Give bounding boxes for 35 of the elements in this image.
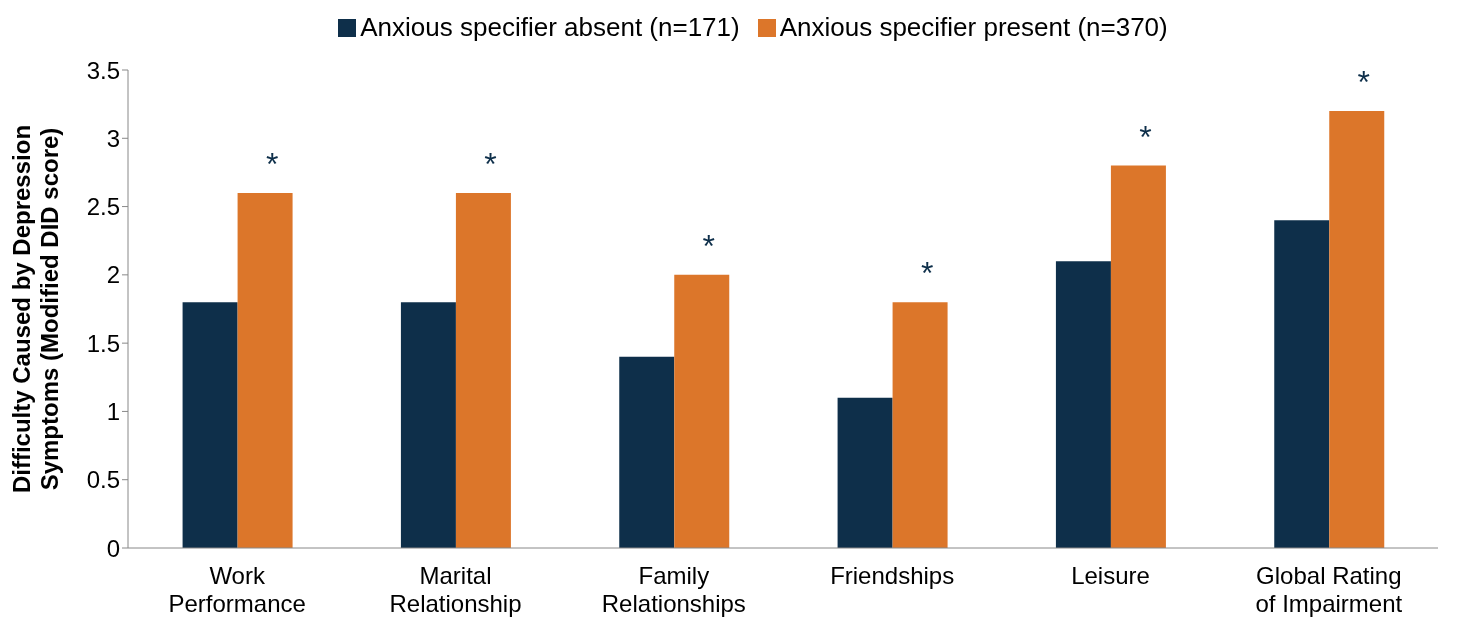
bar: [1055, 261, 1111, 548]
y-tick-label: 1.5: [86, 329, 120, 357]
x-tick-label: Friendships: [830, 562, 955, 589]
y-tick-label: 3.5: [86, 56, 120, 84]
annotation: *: [484, 145, 497, 182]
bar: [837, 397, 893, 548]
bar: [892, 302, 948, 548]
bar: [182, 302, 238, 548]
annotation: *: [920, 255, 934, 292]
bar: [400, 302, 456, 548]
bar: [619, 356, 675, 548]
annotation: *: [1357, 63, 1371, 100]
bar: [1110, 165, 1166, 548]
y-tick-label: 2.5: [86, 193, 120, 221]
bar: [455, 192, 511, 548]
annotation: *: [702, 227, 716, 264]
bar: [674, 274, 730, 548]
y-tick-label: 3: [106, 124, 120, 152]
y-tick-label: 1: [106, 397, 120, 425]
bar: [237, 192, 293, 548]
y-axis-title: Difficulty Caused by Depression Symptoms (Modified DID score): [8, 124, 63, 494]
legend-label: Anxious specifier absent (n=171): [360, 12, 740, 43]
y-tick-label: 2: [106, 261, 120, 289]
x-tick-label: Family Relationships: [601, 562, 746, 617]
x-tick-label: Leisure: [1071, 562, 1150, 589]
annotation: *: [1139, 118, 1152, 155]
y-tick-label: 0.5: [86, 466, 120, 494]
bar: [1329, 110, 1385, 548]
legend-label: Anxious specifier present (n=370): [779, 12, 1168, 43]
x-tick-label: Marital Relationship: [389, 562, 522, 617]
y-tick-label: 0: [106, 534, 120, 562]
x-tick-label: Work Performance: [168, 562, 306, 617]
bar: [1274, 220, 1330, 548]
annotation: *: [265, 145, 279, 182]
x-tick-label: Global Rating of Impairment: [1255, 562, 1403, 617]
